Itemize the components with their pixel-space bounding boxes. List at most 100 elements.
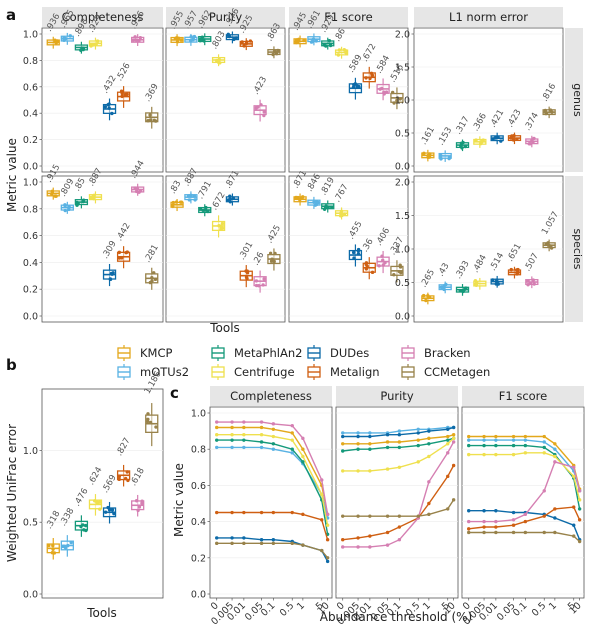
series-point-dudes [416, 431, 420, 435]
series-point-kmcp [427, 436, 431, 441]
box-ccmetagen-point [544, 111, 549, 116]
box-ccmetagen-point [146, 412, 150, 416]
series-point-bracken [385, 543, 390, 547]
series-point-metaphlan2 [368, 447, 372, 451]
series-point-motus2 [553, 447, 557, 451]
box-metaphlan2-point [322, 43, 326, 47]
series-point-bracken [341, 545, 345, 549]
box-bracken-point [261, 283, 265, 287]
series-point-centrifuge [320, 492, 324, 497]
box-centrifuge-point [218, 61, 222, 65]
panel-c-f1-score [461, 406, 585, 599]
y-tick-label: 0.8 [23, 204, 38, 215]
box-kmcp-point [53, 38, 57, 42]
box-metaphlan2-point [459, 141, 464, 145]
facet-title-c-purity: Purity [380, 389, 413, 403]
y-tick-label: 1.0 [23, 178, 38, 189]
box-metaphlan2-point [460, 146, 464, 150]
y-tick-label: 0.2 [23, 285, 38, 296]
series-point-bracken [427, 480, 431, 484]
series-point-motus2 [368, 431, 372, 435]
legend-label-metalign: Metalign [330, 365, 380, 379]
series-point-motus2 [271, 447, 276, 451]
box-motus2-point [439, 157, 443, 161]
y-tick-label: 0.2 [191, 553, 206, 564]
series-point-ccmetagen [482, 530, 486, 535]
y-tick-label: 0.0 [23, 590, 38, 601]
box-dudes-point [107, 508, 112, 512]
series-point-metaphlan2 [482, 443, 486, 448]
series-point-kmcp [416, 438, 420, 442]
y-tick-label: 0.8 [191, 445, 206, 456]
box-ccmetagen-point [269, 259, 274, 263]
series-point-motus2 [542, 440, 546, 444]
box-metalign-point [124, 250, 128, 255]
series-point-centrifuge [553, 454, 557, 459]
series-point-metalign [301, 512, 305, 517]
series-point-metaphlan2 [416, 443, 420, 448]
box-bracken-point [136, 508, 140, 513]
series-point-dudes [446, 427, 450, 431]
series-point-metalign [494, 525, 498, 529]
series-point-ccmetagen [553, 530, 557, 535]
box-motus2-point [63, 203, 67, 208]
series-point-bracken [259, 420, 264, 424]
box-ccmetagen-point [273, 251, 277, 256]
box-metaphlan2-point [206, 209, 210, 214]
series-point-kmcp [482, 434, 486, 439]
series-point-centrifuge [523, 451, 528, 455]
box-ccmetagen-point [268, 251, 273, 256]
box-bracken-point [257, 284, 261, 288]
box-metaphlan2-point [80, 46, 84, 50]
y-tick-label: 0.4 [23, 109, 38, 120]
box-motus2-point [311, 38, 315, 42]
series-point-centrifuge [397, 465, 402, 469]
box-bracken-point [378, 87, 382, 91]
box-metaphlan2-point [200, 38, 204, 43]
y-tick-label: 0.4 [191, 517, 206, 528]
box-centrifuge-point [214, 58, 219, 63]
box-motus2-point [312, 200, 316, 204]
series-point-kmcp [385, 440, 390, 444]
box-metaphlan2-point [461, 289, 465, 294]
box-ccmetagen-point [271, 52, 275, 57]
y-tick-label: 0.0 [191, 590, 206, 601]
box-dudes-point [111, 271, 115, 275]
series-point-bracken [446, 451, 450, 455]
series-point-dudes [259, 538, 264, 542]
series-point-ccmetagen [290, 541, 294, 546]
series-point-centrifuge [259, 433, 264, 437]
series-point-kmcp [271, 427, 276, 431]
box-motus2-point [68, 34, 72, 38]
box-motus2-point [66, 543, 70, 548]
series-point-centrifuge [215, 433, 219, 437]
series-point-bracken [553, 460, 557, 464]
box-motus2-point [447, 155, 452, 160]
box-motus2-point [440, 285, 444, 290]
box-motus2-point [62, 38, 66, 43]
series-point-centrifuge [467, 452, 471, 457]
box-metaphlan2-point [327, 38, 332, 43]
box-bracken-point [528, 281, 533, 286]
box-centrifuge-point [481, 138, 485, 142]
series-point-motus2 [523, 438, 528, 442]
series-point-metalign [259, 510, 264, 515]
series-point-metalign [290, 510, 294, 515]
series-point-bracken [368, 545, 372, 549]
series-point-centrifuge [385, 467, 390, 471]
facet-title-purity: Purity [209, 10, 242, 24]
series-point-metaphlan2 [230, 438, 234, 442]
series-point-metaphlan2 [523, 443, 528, 448]
box-ccmetagen-point [390, 90, 395, 95]
box-dudes-point [491, 278, 495, 282]
x-tick-label: 0.1 [259, 600, 277, 618]
box-bracken-point [262, 113, 266, 118]
facet-title-f1-score: F1 score [324, 10, 373, 24]
series-point-metaphlan2 [301, 460, 305, 464]
series-point-kmcp [259, 425, 264, 430]
box-metalign-point [120, 256, 124, 260]
box-metalign-point [364, 261, 369, 265]
series-point-dudes [368, 434, 372, 439]
y-tick-label: 1.0 [23, 446, 38, 457]
facet-header-completeness [42, 7, 163, 27]
